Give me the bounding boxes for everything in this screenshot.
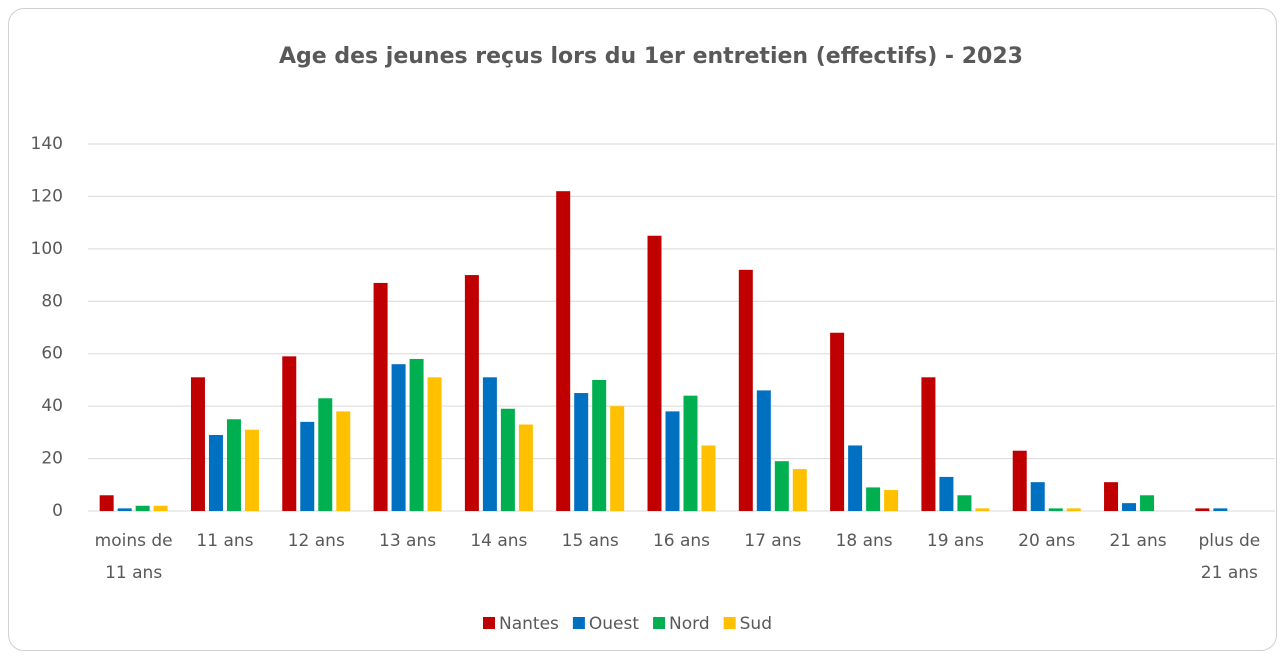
- bar: [300, 421, 315, 511]
- bar: [1213, 508, 1228, 511]
- y-tick-label: 140: [31, 134, 63, 154]
- bar: [1030, 482, 1045, 511]
- y-tick-label: 120: [31, 186, 63, 206]
- chart-title: Age des jeunes reçus lors du 1er entreti…: [279, 44, 1023, 69]
- y-tick-label: 0: [52, 501, 63, 521]
- bar: [665, 411, 680, 511]
- bar: [574, 393, 589, 511]
- x-tick-label: 12 ans: [287, 531, 345, 551]
- bar: [117, 508, 132, 511]
- bar: [208, 434, 223, 511]
- legend-swatch: [653, 617, 666, 629]
- x-tick-label: 13 ans: [379, 531, 437, 551]
- bar: [282, 356, 297, 511]
- bar: [756, 390, 771, 511]
- bar: [482, 377, 497, 511]
- bar: [975, 508, 990, 511]
- x-tick-label: 18 ans: [835, 531, 893, 551]
- bar: [774, 461, 789, 511]
- bar: [610, 406, 625, 511]
- y-tick-label: 60: [41, 344, 63, 364]
- bar: [848, 445, 863, 511]
- legend-swatch: [483, 617, 495, 629]
- bar: [884, 490, 899, 511]
- bar: [830, 332, 845, 511]
- bar: [464, 275, 479, 511]
- bar: [866, 487, 881, 511]
- bar: [1048, 508, 1063, 511]
- bar: [153, 505, 168, 511]
- bar: [701, 445, 716, 511]
- x-tick-label: 14 ans: [470, 531, 528, 551]
- legend-label: Nord: [669, 614, 710, 634]
- y-tick-label: 80: [41, 291, 63, 311]
- chart-card: [8, 8, 1277, 651]
- bar: [647, 235, 662, 511]
- bar: [373, 282, 388, 511]
- bar: [1066, 508, 1081, 511]
- y-tick-label: 40: [41, 396, 63, 416]
- legend-label: Nantes: [499, 614, 559, 634]
- legend-swatch: [572, 617, 585, 629]
- x-tick-label: moins de 11 ans: [94, 531, 173, 583]
- y-tick-label: 100: [31, 239, 63, 259]
- bar: [683, 395, 698, 511]
- x-tick-label: 20 ans: [1018, 531, 1076, 551]
- bar: [957, 495, 972, 511]
- bar: [1012, 450, 1027, 511]
- bar: [336, 411, 351, 511]
- bar: [99, 495, 114, 511]
- bar: [226, 419, 241, 511]
- legend-label: Ouest: [589, 614, 639, 634]
- bar: [792, 469, 807, 511]
- bar: [500, 408, 515, 511]
- bar: [921, 377, 936, 511]
- bar: [427, 377, 442, 511]
- legend-label: Sud: [740, 614, 772, 634]
- legend-swatch: [723, 617, 736, 629]
- x-tick-label: 17 ans: [744, 531, 802, 551]
- bar: [318, 398, 333, 511]
- x-tick-label: 21 ans: [1109, 531, 1167, 551]
- bar: [190, 377, 205, 511]
- bar: [244, 429, 259, 511]
- bar: [556, 191, 571, 511]
- x-tick-label: plus de 21 ans: [1198, 531, 1261, 583]
- x-tick-label: 15 ans: [561, 531, 619, 551]
- bar: [592, 379, 607, 511]
- bar: [135, 505, 150, 511]
- bar: [1122, 503, 1137, 511]
- bar: [391, 364, 406, 511]
- bar: [1104, 482, 1119, 511]
- bar: [409, 358, 424, 511]
- bar: [738, 269, 753, 511]
- x-tick-label: 11 ans: [196, 531, 254, 551]
- bar: [939, 476, 954, 511]
- x-tick-label: 16 ans: [652, 531, 711, 551]
- bar: [1195, 508, 1210, 511]
- x-tick-label: 19 ans: [926, 531, 984, 551]
- bar: [1140, 495, 1155, 511]
- y-tick-label: 20: [41, 449, 63, 469]
- bar: [518, 424, 533, 511]
